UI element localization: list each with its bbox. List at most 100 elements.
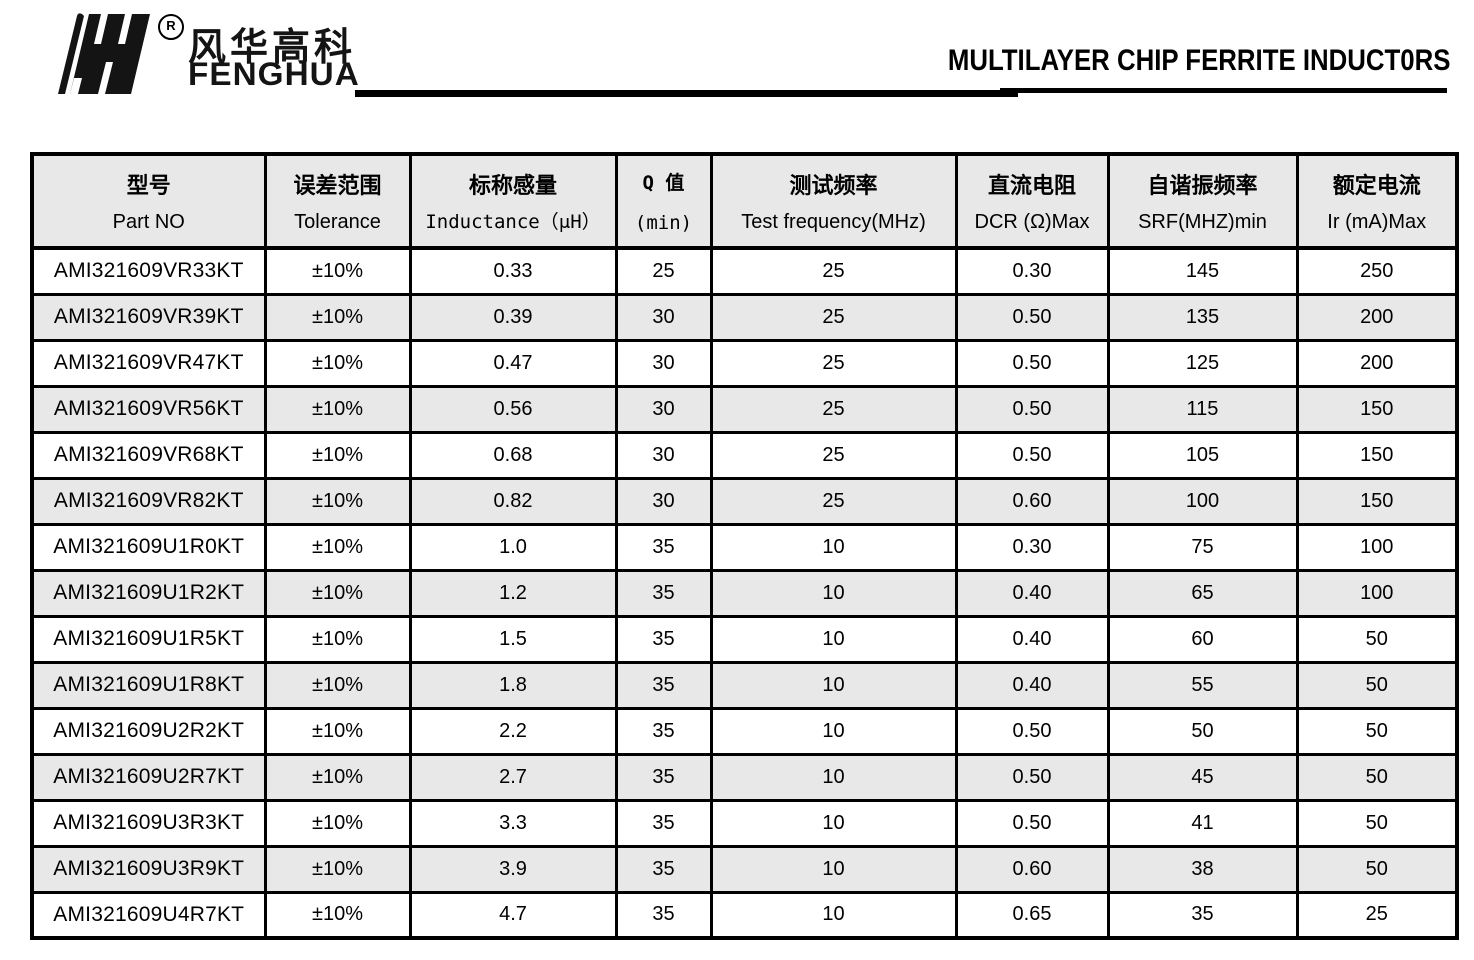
cell-test-frequency: 10 [709,568,958,618]
cell-srf: 115 [1106,384,1299,434]
cell-dcr: 0.40 [954,568,1110,618]
cell-test-frequency: 10 [709,706,958,756]
cell-q-min: 35 [614,568,713,618]
cell-part-no: AMI321609U3R3KT [30,798,267,848]
cell-inductance: 0.68 [408,430,618,480]
table-row: AMI321609U4R7KT ±10% 4.7 35 10 0.65 35 25 [30,890,1459,940]
cell-dcr: 0.50 [954,706,1110,756]
cell-tolerance: ±10% [263,430,412,480]
cell-dcr: 0.65 [954,890,1110,940]
cell-part-no: AMI321609VR33KT [30,246,267,296]
cell-q-min: 30 [614,292,713,342]
table-row: AMI321609U1R8KT ±10% 1.8 35 10 0.40 55 50 [30,660,1459,710]
cell-part-no: AMI321609U2R7KT [30,752,267,802]
cell-q-min: 35 [614,522,713,572]
table-row: AMI321609U3R3KT ±10% 3.3 35 10 0.50 41 50 [30,798,1459,848]
cell-dcr: 0.50 [954,798,1110,848]
column-header-zh: 额定电流 [1332,173,1421,198]
column-header-en: Tolerance [294,211,381,233]
table-row: AMI321609U1R2KT ±10% 1.2 35 10 0.40 65 100 [30,568,1459,618]
cell-part-no: AMI321609U2R2KT [30,706,267,756]
column-header-inductance: 标称感量 Inductance（μH） [408,152,618,250]
header-rule-left [355,90,1018,97]
cell-part-no: AMI321609U3R9KT [30,844,267,894]
cell-dcr: 0.50 [954,430,1110,480]
cell-srf: 105 [1106,430,1299,480]
column-header-srf: 自谐振频率 SRF(MHZ)min [1106,152,1299,250]
cell-inductance: 2.7 [408,752,618,802]
cell-tolerance: ±10% [263,384,412,434]
cell-rated-current: 50 [1295,706,1459,756]
table-row: AMI321609VR56KT ±10% 0.56 30 25 0.50 115 150 [30,384,1459,434]
cell-tolerance: ±10% [263,844,412,894]
table-row: AMI321609VR82KT ±10% 0.82 30 25 0.60 100 150 [30,476,1459,526]
cell-tolerance: ±10% [263,476,412,526]
table-row: AMI321609U2R2KT ±10% 2.2 35 10 0.50 50 50 [30,706,1459,756]
table-row: AMI321609VR68KT ±10% 0.68 30 25 0.50 105 150 [30,430,1459,480]
cell-test-frequency: 25 [709,476,958,526]
table-row: AMI321609VR33KT ±10% 0.33 25 25 0.30 145 250 [30,246,1459,296]
cell-test-frequency: 10 [709,522,958,572]
table-row: AMI321609U3R9KT ±10% 3.9 35 10 0.60 38 50 [30,844,1459,894]
cell-part-no: AMI321609VR82KT [30,476,267,526]
cell-rated-current: 50 [1295,798,1459,848]
cell-tolerance: ±10% [263,798,412,848]
spec-table: 型号 Part NO 误差范围 Tolerance 标称感量 Inductance（μH）… [30,152,1459,940]
cell-rated-current: 50 [1295,614,1459,664]
cell-q-min: 30 [614,338,713,388]
cell-tolerance: ±10% [263,752,412,802]
table-row: AMI321609U2R7KT ±10% 2.7 35 10 0.50 45 50 [30,752,1459,802]
column-header-zh: 标称感量 [468,173,557,198]
cell-srf: 38 [1106,844,1299,894]
cell-rated-current: 50 [1295,660,1459,710]
cell-tolerance: ±10% [263,522,412,572]
cell-rated-current: 150 [1295,430,1459,480]
column-header-rated-current: 额定电流 Ir (mA)Max [1295,152,1459,250]
column-header-q-min: Q 值 (min) [614,152,713,250]
cell-test-frequency: 10 [709,890,958,940]
table-row: AMI321609VR39KT ±10% 0.39 30 25 0.50 135 200 [30,292,1459,342]
cell-tolerance: ±10% [263,614,412,664]
column-header-en: Part NO [112,211,185,233]
cell-q-min: 30 [614,476,713,526]
cell-part-no: AMI321609U1R8KT [30,660,267,710]
logo-english-text: FENGHUA [188,56,360,92]
cell-srf: 41 [1106,798,1299,848]
column-header-en: DCR (Ω)Max [974,211,1090,233]
cell-rated-current: 250 [1295,246,1459,296]
cell-srf: 60 [1106,614,1299,664]
column-header-tolerance: 误差范围 Tolerance [263,152,412,250]
cell-rated-current: 50 [1295,844,1459,894]
cell-test-frequency: 10 [709,798,958,848]
cell-tolerance: ±10% [263,292,412,342]
logo-chinese-text: 风华高科 [188,27,357,69]
cell-rated-current: 150 [1295,476,1459,526]
cell-inductance: 1.8 [408,660,618,710]
cell-inductance: 0.33 [408,246,618,296]
cell-dcr: 0.60 [954,476,1110,526]
cell-dcr: 0.30 [954,522,1110,572]
cell-part-no: AMI321609U1R2KT [30,568,267,618]
cell-q-min: 30 [614,384,713,434]
cell-srf: 75 [1106,522,1299,572]
cell-tolerance: ±10% [263,568,412,618]
page-title: MULTILAYER CHIP FERRITE INDUCT0RS [947,44,1450,77]
header-rule-right [1000,88,1447,93]
cell-q-min: 35 [614,890,713,940]
cell-q-min: 35 [614,752,713,802]
column-header-zh: 自谐振频率 [1147,173,1258,198]
cell-test-frequency: 25 [709,384,958,434]
cell-dcr: 0.60 [954,844,1110,894]
column-header-part-no: 型号 Part NO [30,152,267,250]
cell-inductance: 0.39 [408,292,618,342]
cell-part-no: AMI321609VR39KT [30,292,267,342]
cell-test-frequency: 25 [709,292,958,342]
cell-q-min: 35 [614,660,713,710]
cell-dcr: 0.50 [954,752,1110,802]
cell-tolerance: ±10% [263,890,412,940]
cell-q-min: 35 [614,614,713,664]
cell-dcr: 0.50 [954,384,1110,434]
cell-inductance: 3.9 [408,844,618,894]
column-header-en: Ir (mA)Max [1327,211,1427,233]
